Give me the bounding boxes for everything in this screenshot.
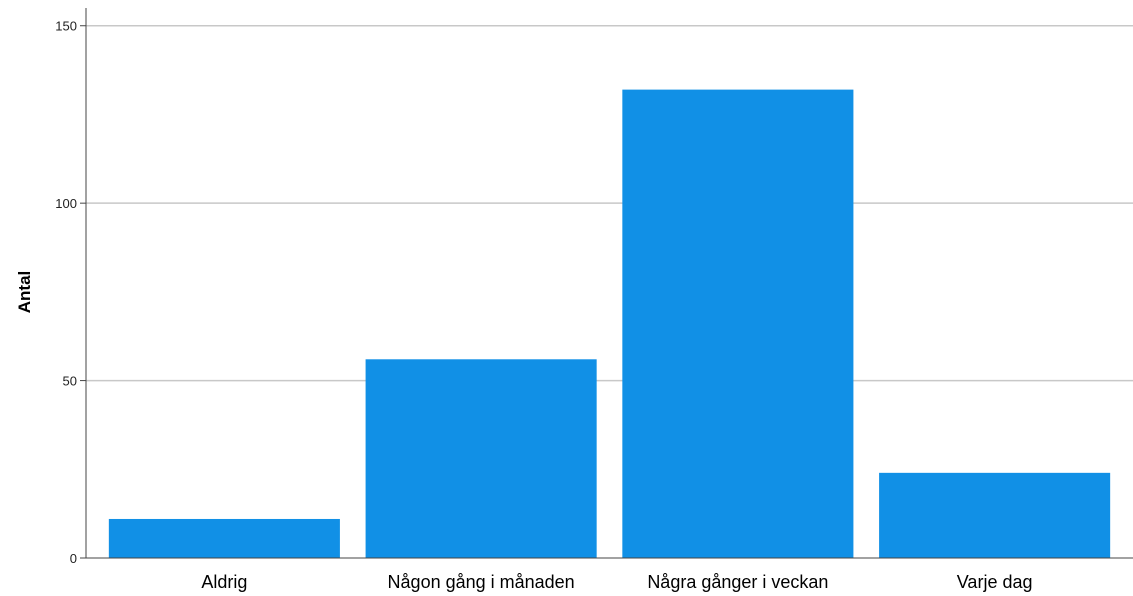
x-tick-label-2: Några gånger i veckan [647,572,828,592]
x-tick-label-1: Någon gång i månaden [388,572,575,592]
y-tick-label-100: 100 [55,196,77,211]
y-tick-label-0: 0 [70,551,77,566]
axes [80,8,1133,559]
x-tick-label-3: Varje dag [957,572,1033,592]
gridlines [86,24,1133,382]
bars [108,89,1111,558]
bar-3 [879,472,1111,558]
y-tick-label-50: 50 [63,374,77,389]
y-axis-title: Antal [15,271,34,314]
bar-1 [365,359,597,558]
bar-2 [622,89,854,558]
y-tick-label-150: 150 [55,19,77,34]
bar-0 [108,518,340,558]
x-tick-label-0: Aldrig [201,572,247,592]
labels: 0 50 100 150 Aldrig Någon gång i månaden Några… [55,19,1032,592]
